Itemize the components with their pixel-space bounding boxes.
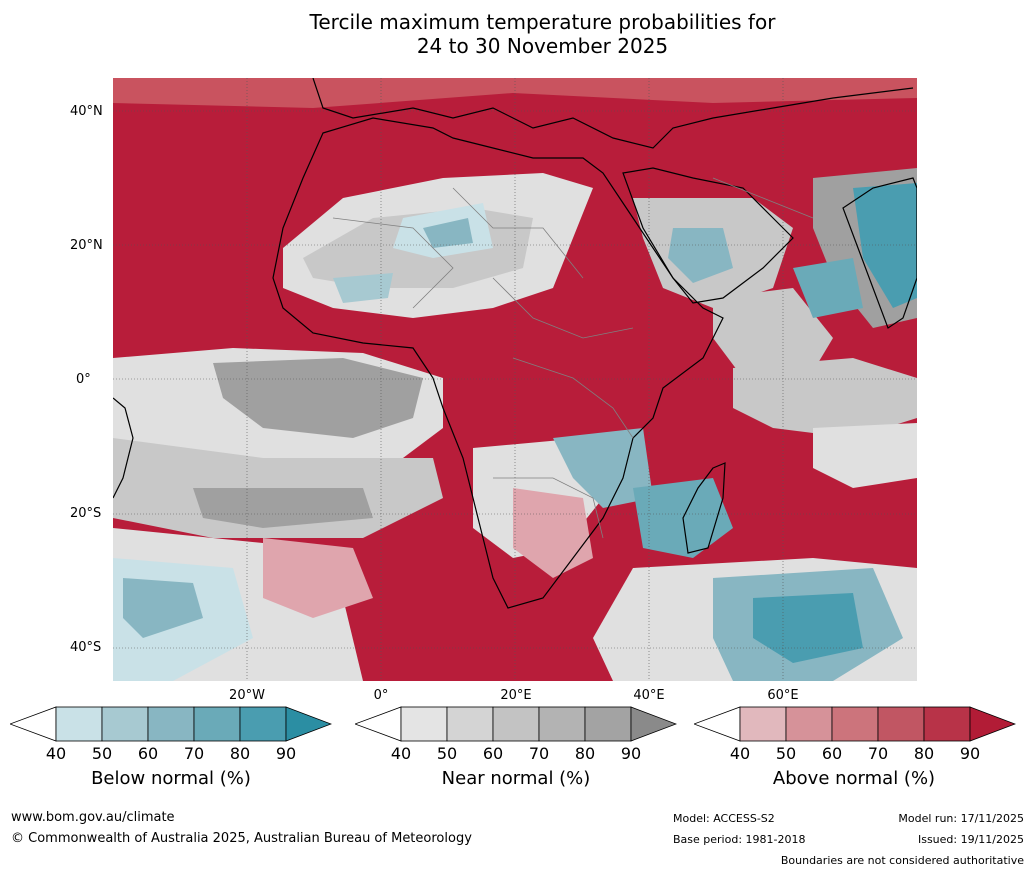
region-sw-below-mid	[123, 578, 203, 638]
south-america-coastline	[113, 397, 134, 499]
tick: 90	[275, 744, 297, 763]
tick: 70	[867, 744, 889, 763]
tick: 60	[821, 744, 843, 763]
lon-label-20e: 20°E	[500, 688, 532, 703]
lon-label-20w: 20°W	[229, 688, 265, 703]
tick: 50	[436, 744, 458, 763]
footer-website-link[interactable]: www.bom.gov.au/climate	[11, 810, 175, 825]
lon-label-60e: 60°E	[767, 688, 799, 703]
tick: 60	[137, 744, 159, 763]
tick: 90	[959, 744, 981, 763]
madagascar-coastline	[682, 462, 726, 554]
footer-disclaimer: Boundaries are not considered authoritat…	[780, 854, 1024, 867]
footer-model-run: Model run: 17/11/2025	[898, 812, 1024, 825]
region-sahara-below-mid	[423, 218, 473, 248]
footer-model: Model: ACCESS-S2	[673, 812, 775, 825]
region-arabian-sea-below	[793, 258, 863, 318]
lat-label-20n: 20°N	[70, 238, 103, 253]
title-line-1: Tercile maximum temperature probabilitie…	[309, 10, 776, 34]
footer-base-period: Base period: 1981-2018	[673, 833, 806, 846]
region-southern-africa-above-light	[513, 488, 593, 578]
india-coastline	[842, 177, 917, 329]
africa-coastline	[272, 117, 724, 609]
footer-issued: Issued: 19/11/2025	[917, 833, 1024, 846]
tick: 60	[482, 744, 504, 763]
region-s-indian-below-dark	[753, 593, 863, 663]
tick: 90	[620, 744, 642, 763]
tick: 70	[528, 744, 550, 763]
map-panel[interactable]	[113, 78, 917, 681]
region-atlantic-near-dark	[213, 358, 423, 438]
tick: 70	[183, 744, 205, 763]
colorbar-above-label: Above normal (%)	[772, 768, 936, 789]
lat-label-eq: 0°	[76, 372, 91, 387]
colorbar-above-svg	[692, 706, 1017, 742]
tick: 40	[45, 744, 67, 763]
tick: 40	[729, 744, 751, 763]
region-sahel-below	[333, 273, 393, 303]
region-india-below-dark	[853, 183, 917, 308]
graticule	[113, 78, 917, 681]
colorbar-near	[353, 706, 678, 746]
tick: 80	[574, 744, 596, 763]
colorbar-below-label: Below normal (%)	[91, 768, 251, 789]
colorbar-above	[692, 706, 1017, 746]
tick: 80	[913, 744, 935, 763]
map-svg	[113, 78, 917, 681]
tick: 50	[91, 744, 113, 763]
footer-copyright: © Commonwealth of Australia 2025, Austra…	[11, 831, 472, 846]
region-sw-above-light	[263, 538, 373, 618]
lat-label-20s: 20°S	[70, 506, 102, 521]
lat-label-40n: 40°N	[70, 104, 103, 119]
tick: 40	[390, 744, 412, 763]
colorbar-below	[8, 706, 333, 746]
region-arabia-below	[668, 228, 733, 283]
tick: 50	[775, 744, 797, 763]
arabia-coastline	[622, 167, 794, 304]
region-southern-africa-below	[553, 428, 653, 508]
lat-label-40s: 40°S	[70, 640, 102, 655]
region-indian-ocean-near-light	[813, 423, 917, 488]
colorbar-below-svg	[8, 706, 333, 742]
colorbar-near-svg	[353, 706, 678, 742]
region-indian-ocean-near	[733, 358, 917, 438]
country-borders	[332, 177, 814, 539]
tick: 80	[229, 744, 251, 763]
lon-label-0: 0°	[373, 688, 389, 703]
colorbar-near-label: Near normal (%)	[441, 768, 591, 789]
region-south-atlantic-dark	[193, 488, 373, 528]
lon-label-40e: 40°E	[633, 688, 665, 703]
europe-coastline	[312, 78, 914, 149]
title-line-2: 24 to 30 November 2025	[416, 34, 669, 58]
